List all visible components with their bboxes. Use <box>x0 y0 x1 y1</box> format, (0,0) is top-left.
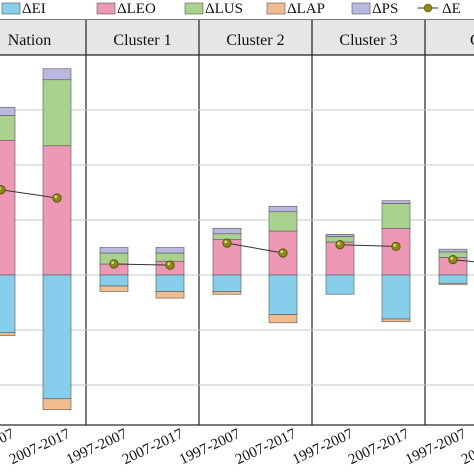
e-series <box>0 185 474 270</box>
bar-segment-lap <box>381 318 411 323</box>
panel-title: Cluster 1 <box>113 32 171 49</box>
legend-swatch-ei <box>1 2 21 15</box>
e-point-highlight <box>280 250 284 254</box>
bar-segment-ps <box>42 68 72 81</box>
plot-frame: Nation Cluster 1 Cluster 2 Cluster 3 Clu <box>0 19 474 426</box>
bar-segment-ps <box>268 205 298 213</box>
tick-label: 1997-2007 <box>177 426 243 468</box>
e-point <box>165 260 175 270</box>
legend-marker-e <box>423 3 433 13</box>
legend-swatch-lus <box>184 2 204 15</box>
legend-label-e: ΔE <box>442 1 461 17</box>
legend-label-lap: ΔLAP <box>287 1 325 17</box>
legend-label-lus: ΔLUS <box>205 1 243 17</box>
bar-segment-ei <box>381 274 411 320</box>
e-point-highlight <box>224 240 228 244</box>
tick-label: 1997-2007 <box>64 426 130 468</box>
bar-segment-ps <box>155 247 185 254</box>
e-point-highlight <box>450 256 454 260</box>
tick-label: 2007-2017 <box>346 426 412 468</box>
e-line <box>113 263 171 266</box>
e-line <box>0 189 58 199</box>
tick-label: 2007-2017 <box>233 426 299 468</box>
e-point <box>391 241 401 251</box>
e-line <box>452 259 474 263</box>
e-line <box>339 244 397 247</box>
e-point <box>52 193 62 203</box>
bar-segment-lap <box>268 314 298 324</box>
bar-segment-leo <box>0 139 16 276</box>
legend-swatch-ps <box>351 2 371 15</box>
bar-segment-ei <box>155 274 185 292</box>
bars <box>0 68 468 411</box>
bar-segment-lap <box>438 282 468 285</box>
tick-label: 2007-2017 <box>120 426 186 468</box>
panel-title: Clu <box>470 32 474 49</box>
bar-segment-lap <box>0 332 16 336</box>
bar-segment-lap <box>99 285 129 292</box>
bar-segment-lus <box>0 115 16 141</box>
bar-segment-ei <box>438 274 468 284</box>
bar-segment-lus <box>42 79 72 147</box>
bar-segment-leo <box>381 227 411 276</box>
bar-segment-ei <box>42 274 72 400</box>
legend-label-ps: ΔPS <box>372 1 398 17</box>
bar-segment-ei <box>99 274 129 287</box>
e-point-highlight <box>167 262 171 266</box>
bar-segment-lap <box>42 398 72 411</box>
e-point <box>0 185 6 195</box>
e-point-highlight <box>0 187 2 190</box>
e-point <box>278 248 288 258</box>
tick-label: 2007-2017 <box>7 426 73 468</box>
bar-segment-ps <box>0 106 16 116</box>
e-point <box>335 240 345 250</box>
bar-segment-ei <box>0 274 16 334</box>
tick-label: 1997-2007 <box>403 426 469 468</box>
bar-segment-ps <box>438 248 468 253</box>
legend-label-ei: ΔEI <box>22 1 46 17</box>
bar-segment-lap <box>155 291 185 299</box>
panel-title: Cluster 3 <box>339 32 397 49</box>
bar-segment-lus <box>155 252 185 262</box>
e-point <box>109 259 119 269</box>
e-point <box>222 238 232 248</box>
legend: ΔEI ΔLEO ΔLUS ΔLAP ΔPS ΔE <box>1 1 461 17</box>
bar-segment-lus <box>268 211 298 232</box>
e-point-highlight <box>393 243 397 247</box>
bar-segment-ps <box>212 227 242 235</box>
e-point-highlight <box>111 261 115 265</box>
bar-segment-ps <box>99 247 129 254</box>
bar-segment-lus <box>212 233 242 240</box>
e-line <box>226 242 284 254</box>
bar-segment-lus <box>381 203 411 229</box>
panel-header-band <box>0 20 474 55</box>
bar-segment-lap <box>212 291 242 295</box>
legend-swatch-lap <box>266 2 286 15</box>
tick-label: 1997-2007 <box>290 426 356 468</box>
panel-title: Nation <box>8 32 52 49</box>
bar-segment-ei <box>212 274 242 292</box>
legend-swatch-leo <box>96 2 116 15</box>
bar-segment-ei <box>268 274 298 315</box>
e-point-highlight <box>54 195 58 199</box>
legend-label-leo: ΔLEO <box>117 1 156 17</box>
e-point <box>448 255 458 265</box>
panel-title: Cluster 2 <box>226 32 284 49</box>
tick-labels: 1997-20072007-20171997-20072007-20171997… <box>0 426 474 468</box>
bar-segment-ps <box>381 200 411 204</box>
bar-segment-ps <box>325 234 355 237</box>
e-point-highlight <box>337 242 341 245</box>
bar-segment-ei <box>325 274 355 295</box>
bar-segment-leo <box>42 145 72 276</box>
